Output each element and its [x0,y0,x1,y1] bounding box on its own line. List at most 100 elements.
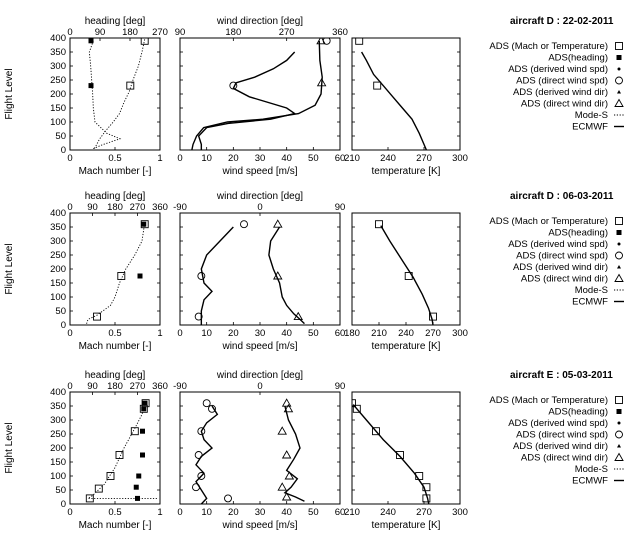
ads-heading-marker [140,452,145,458]
x-tick-label: 1 [157,507,162,518]
ads-mach-or-temperature-marker [375,220,383,229]
ads-direct-wind-dir-marker [277,426,287,435]
x-tick-label: 0.5 [108,328,121,339]
legend-label: ADS (direct wind spd) [516,430,608,441]
ads-mach-or-temperature-marker [140,220,149,229]
y-tick-label: 50 [55,485,66,496]
x-tick-label: 60 [335,328,346,339]
x-tick-label: 270 [416,153,432,164]
ads-heading-marker [133,484,139,490]
legend-label: Mode-S [575,110,608,121]
y-tick-label: 300 [50,415,66,426]
series-group [375,220,437,325]
ads-direct-wind-dir-marker [281,450,292,459]
top-tick-label: 0 [257,381,262,392]
x-tick-label: 60 [335,507,346,518]
y-tick-label: 250 [50,75,66,86]
legend-label: ADS (direct wind spd) [516,76,608,87]
top-tick-label: 270 [279,27,295,38]
mode-s-line [88,40,122,150]
y-tick-label: 200 [50,443,66,454]
row-title: aircraft E : 05-03-2011 [510,370,613,381]
y-axis-label: Flight Level [4,68,15,119]
legend-label: ADS (Mach or Temperature) [489,216,608,227]
x-tick-label: 20 [228,153,239,164]
y-tick-label: 150 [50,278,66,289]
top-axis-label: heading [deg] [85,191,146,202]
x-axis-label: Mach number [-] [79,520,152,531]
top-tick-label: 360 [332,27,348,38]
y-tick-label: 250 [50,429,66,440]
legend-swatch [614,98,624,107]
top-tick-label: 180 [107,381,123,392]
top-tick-label: 360 [152,381,168,392]
legend-label: ADS (direct wind dir) [521,274,608,285]
x-axis-label: wind speed [m/s] [221,520,297,531]
x-tick-label: 10 [201,153,212,164]
ecmwf-line [195,405,219,504]
top-tick-label: 180 [107,202,123,213]
y-tick-label: 0 [61,499,66,510]
ecmwf-line [360,51,428,150]
ads-mach-or-temperature-marker [94,484,103,493]
legend-swatch [615,42,623,50]
top-tick-label: 90 [95,27,106,38]
top-tick-label: 0 [67,202,72,213]
x-tick-label: 10 [201,507,212,518]
x-tick-label: 30 [255,153,266,164]
x-tick-label: 0 [177,153,182,164]
x-tick-label: 240 [398,328,414,339]
x-tick-label: 0 [177,507,182,518]
plot-frame [179,212,341,326]
x-tick-label: 1 [157,153,162,164]
legend-swatch [615,76,623,85]
x-tick-label: 20 [228,507,239,518]
ads-mach-or-temperature-marker [117,272,126,280]
x-tick-label: 180 [344,328,360,339]
legend-label: ADS (direct wind dir) [521,453,608,464]
top-tick-label: -90 [173,381,187,392]
plot-frame [69,37,161,151]
y-tick-label: 200 [50,89,66,100]
legend-label: ADS (Mach or Temperature) [489,41,608,52]
legend-label: ADS (derived wind spd) [508,418,608,429]
y-tick-label: 400 [50,387,66,398]
legend-label: ADS (derived wind spd) [508,64,608,75]
ads-mach-or-temperature-marker [373,81,382,90]
y-tick-label: 150 [50,103,66,114]
legend-label: ECMWF [572,297,608,308]
legend: ADS (Mach or Temperature)ADS(heading)ADS… [489,216,624,308]
series-group [355,38,428,150]
ecmwf-line [380,225,434,325]
ads-direct-wind-dir-marker [281,492,292,501]
ads-mach-or-temperature-marker [85,494,94,503]
legend-swatch [616,55,622,60]
y-tick-label: 350 [50,401,66,412]
top-tick-label: 270 [152,27,168,38]
ads-heading-marker [140,428,145,434]
top-tick-label: 90 [87,202,98,213]
ads-mach-or-temperature-marker [106,472,115,480]
top-tick-label: 90 [175,27,186,38]
y-tick-label: 0 [61,320,66,331]
x-tick-label: 1 [157,328,162,339]
panel-wind: 0 10 20 30 40 50 60 wind speed [m/s] -90 0 90 wind … [173,370,345,531]
top-axis-label: heading [deg] [85,16,146,27]
legend-swatch [617,265,621,269]
legend-swatch [614,273,624,282]
legend-label: Mode-S [575,285,608,296]
top-tick-label: 180 [122,27,138,38]
ads-direct-wind-spd-marker [208,404,216,413]
ads-direct-wind-dir-marker [284,471,295,480]
series-group [352,399,431,504]
ads-heading-marker [142,400,148,406]
plot-frame [179,391,341,505]
ecmwf-line [200,226,234,325]
ads-direct-wind-spd-marker [197,472,206,480]
ads-direct-wind-dir-marker [283,403,294,413]
x-tick-label: 300 [452,153,468,164]
legend-swatch [617,90,621,94]
mode-s-line [93,39,146,150]
